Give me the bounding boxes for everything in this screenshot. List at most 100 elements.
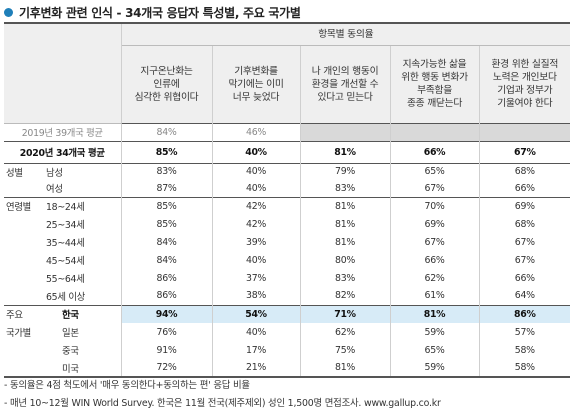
na-cell [299,123,390,141]
value-cell: 87% [120,180,212,197]
value-cell: 81% [299,197,390,215]
value-cell: 69% [389,215,479,233]
table-row: 25~34세 85% 42% 81% 69% 68% [4,215,571,233]
value-cell: 21% [211,359,300,377]
value-cell: 67% [478,141,571,163]
table-row: 미국 72% 21% 81% 59% 58% [4,359,571,377]
value-cell: 40% [211,141,300,163]
table-row-2019: 2019년 39개국 평균 84% 46% [4,123,571,141]
row-label: 18~24세 [46,202,85,214]
value-cell: 75% [299,341,390,359]
value-cell: 65% [389,163,479,180]
row-label: 중국 [62,346,79,357]
value-cell: 81% [299,359,390,377]
value-cell: 81% [299,141,390,163]
value-cell: 39% [211,233,300,251]
title-text: 기후변화 관련 인식 - 34개국 응답자 특성별, 주요 국가별 [19,5,301,20]
value-cell: 67% [389,233,479,251]
row-label: 25~34세 [46,220,85,231]
value-cell: 58% [478,341,571,359]
row-label: 65세 이상 [46,291,85,303]
row-label: 일본 [62,328,79,339]
table-row: 중국 91% 17% 75% 65% 58% [4,341,571,359]
question-5-header: 환경 위한 실질적 노력은 개인보다 기업과 정부가 기울여야 한다 [478,45,571,123]
value-cell: 80% [299,251,390,269]
value-cell: 65% [389,341,479,359]
header-group-label: 항목별 동의율 [121,22,571,46]
value-cell: 62% [299,323,390,341]
value-cell: 84% [120,123,212,141]
value-cell: 86% [478,305,571,323]
value-cell: 66% [478,269,571,287]
footnote-1: - 동의율은 4점 척도에서 '매우 동의한다+동의하는 편' 응답 비율 [4,380,250,391]
value-cell: 40% [211,163,300,180]
value-cell: 67% [389,180,479,197]
value-cell: 58% [478,359,571,377]
value-cell: 72% [120,359,212,377]
value-cell: 67% [478,233,571,251]
value-cell: 71% [299,305,390,323]
value-cell: 86% [120,269,212,287]
value-cell: 94% [120,305,212,323]
value-cell: 64% [478,287,571,305]
value-cell: 61% [389,287,479,305]
value-cell: 83% [299,269,390,287]
value-cell: 85% [120,197,212,215]
value-cell: 37% [211,269,300,287]
value-cell: 85% [120,141,212,163]
table-row: 성별 남성 83% 40% 79% 65% 68% [4,163,571,180]
value-cell: 81% [299,233,390,251]
group-label-country-2: 국가별 [6,328,31,339]
na-cell [478,123,571,141]
value-cell: 66% [389,141,479,163]
table-row-2020: 2020년 34개국 평균 85% 40% 81% 66% 67% [4,141,571,163]
value-cell: 83% [120,163,212,180]
value-cell: 91% [120,341,212,359]
table-row: 35~44세 84% 39% 81% 67% 67% [4,233,571,251]
header-corner [4,22,122,124]
value-cell: 76% [120,323,212,341]
table-row-korea: 주요 한국 94% 54% 71% 81% 86% [4,305,571,323]
table-row: 55~64세 86% 37% 83% 62% 66% [4,269,571,287]
value-cell: 40% [211,251,300,269]
question-3-header: 나 개인의 행동이 환경을 개선할 수 있다고 믿는다 [299,45,390,123]
table-row: 45~54세 84% 40% 80% 66% 67% [4,251,571,269]
table-title: 기후변화 관련 인식 - 34개국 응답자 특성별, 주요 국가별 [4,3,301,21]
value-cell: 42% [211,197,300,215]
value-cell: 85% [120,215,212,233]
question-4-header: 지속가능한 삶을 위한 행동 변화가 부족함을 종종 깨닫는다 [389,45,479,123]
row-label-2020: 2020년 34개국 평균 [19,148,105,159]
value-cell: 59% [389,323,479,341]
title-bullet-icon [4,7,13,17]
question-2-header: 기후변화를 막기에는 이미 너무 늦었다 [211,45,300,123]
value-cell: 70% [389,197,479,215]
value-cell: 66% [478,180,571,197]
value-cell: 38% [211,287,300,305]
value-cell: 81% [389,305,479,323]
group-label-country: 주요 [6,310,23,322]
value-cell: 68% [478,215,571,233]
footnotes: - 동의율은 4점 척도에서 '매우 동의한다+동의하는 편' 응답 비율 - … [4,377,441,413]
group-label-age: 연령별 [6,202,31,214]
value-cell: 66% [389,251,479,269]
survey-table: 항목별 동의율 지구온난화는 인류에 심각한 위협이다 기후변화를 막기에는 이… [4,22,571,378]
footnote-2: - 매년 10~12월 WIN World Survey. 한국은 11월 전국… [4,398,441,409]
table-row: 국가별 일본 76% 40% 62% 59% 57% [4,323,571,341]
row-label: 35~44세 [46,238,85,249]
table-row: 여성 87% 40% 83% 67% 66% [4,180,571,197]
value-cell: 86% [120,287,212,305]
value-cell: 40% [211,323,300,341]
na-cell [389,123,479,141]
value-cell: 59% [389,359,479,377]
value-cell: 79% [299,163,390,180]
row-label: 45~54세 [46,256,85,267]
value-cell: 83% [299,180,390,197]
row-label: 한국 [62,310,79,322]
value-cell: 62% [389,269,479,287]
value-cell: 81% [299,215,390,233]
value-cell: 54% [211,305,300,323]
table-row: 연령별 18~24세 85% 42% 81% 70% 69% [4,197,571,215]
row-label-2019: 2019년 39개국 평균 [21,128,103,139]
value-cell: 84% [120,251,212,269]
value-cell: 17% [211,341,300,359]
